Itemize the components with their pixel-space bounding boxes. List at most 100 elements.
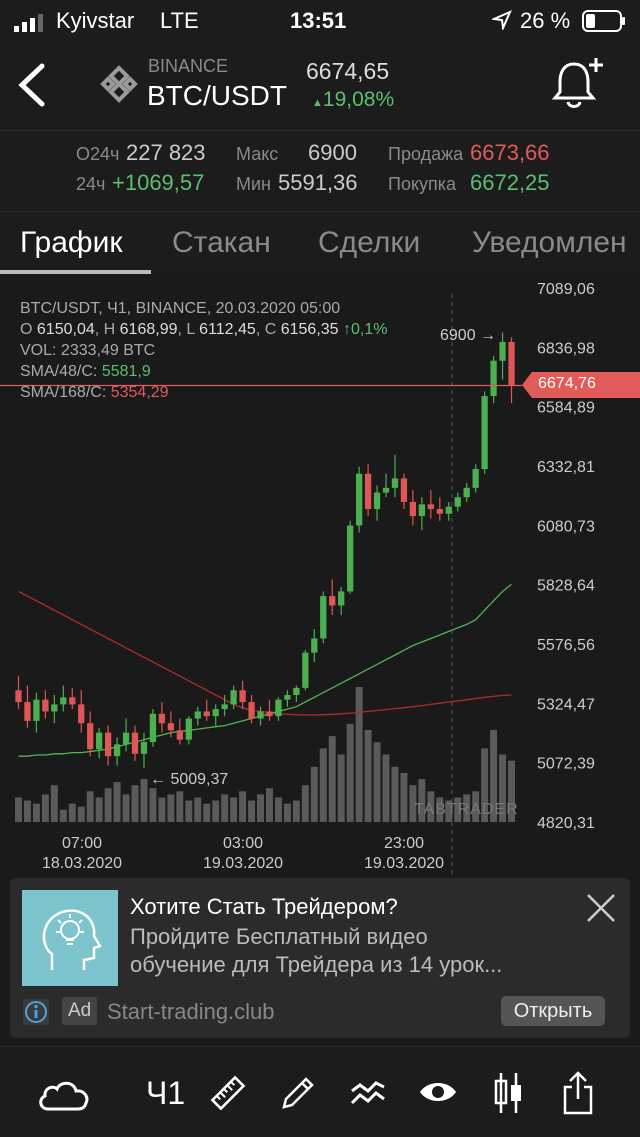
price-chart[interactable]: 7089,06 6836,98 6584,89 6332,81 6080,73 5828,… [0,274,640,874]
candle-body [113,744,121,757]
volume-bar [490,729,498,822]
candle-body [176,730,183,740]
volume-bar [230,797,238,822]
volume-bar [499,754,507,822]
x-tick-time: 07:00 [62,835,102,852]
pencil-icon[interactable] [280,1075,316,1116]
candle-body [364,473,372,510]
ad-banner[interactable]: Хотите Стать Трейдером? Пройдите Бесплат… [10,878,630,1038]
candle-body [131,732,139,754]
volume-bar [41,794,49,822]
volume-bar [59,809,67,822]
sma168-line: SMA/168/C: 5354,29 [20,384,169,401]
volume-bar [257,794,264,822]
ad-domain[interactable]: Start-trading.club [107,999,275,1024]
low-marker: ← 5009,37 [150,771,229,788]
close-icon[interactable] [585,892,617,929]
back-icon[interactable] [16,62,46,113]
candle-body [347,525,354,592]
candle-body [338,591,345,606]
candle-body [472,469,479,488]
ad-body-line2: обучение для Трейдера из 14 урок... [130,952,503,977]
tab-bar: График Стакан Сделки Уведомлен [0,212,640,274]
volume-bar [77,806,85,822]
volume-bar [86,791,94,822]
volume-bar [15,797,22,822]
candle-body [15,690,22,703]
ad-title[interactable]: Хотите Стать Трейдером? [130,894,398,919]
candle-body [185,718,192,740]
candle-body [158,713,166,724]
volume-bar [32,803,40,822]
buy-label: Покупка [388,174,457,194]
cloud-icon[interactable] [36,1077,90,1116]
ad-body-line1: Пройдите Бесплатный видео [130,924,428,949]
status-time: 13:51 [290,8,347,33]
volume-bar [212,800,220,822]
add-alert-bell-icon[interactable] [551,56,604,117]
ruler-icon[interactable] [210,1075,246,1116]
sma48-line: SMA/48/C: 5581,9 [20,363,151,380]
candlestick-chart[interactable]: 7089,06 6836,98 6584,89 6332,81 6080,73 5828,… [0,274,640,874]
volume-bar [221,794,229,822]
volume-bar [292,800,300,822]
candle-body [418,504,426,517]
candle-body [391,478,399,488]
ad-thumbnail[interactable] [22,890,118,986]
volume-bar [95,797,103,822]
interval-button[interactable]: Ч1 [146,1075,186,1111]
candle-body [293,687,300,695]
tab-trades[interactable]: Сделки [318,226,421,259]
candle-body [409,501,417,517]
chart-info-title: BTC/USDT, Ч1, BINANCE, 20.03.2020 05:00 [20,300,341,317]
candle-body [445,506,452,514]
location-icon [490,10,512,36]
tab-chart[interactable]: График [20,226,123,259]
ad-open-button[interactable]: Открыть [501,996,605,1026]
candle-body [42,699,49,712]
status-bar: Kyivstar LTE 13:51 26 % [0,0,640,40]
ohlc-line: O 6150,04, H 6168,99, L 6112,45, C 6156,… [20,321,388,338]
info-icon[interactable] [22,998,50,1031]
share-icon[interactable] [562,1071,594,1120]
volume-label: O24ч [76,144,120,164]
volume-bar [176,791,184,822]
volume-bar [266,788,273,822]
tab-alerts[interactable]: Уведомлен [472,226,627,259]
volume-bar [337,754,345,822]
sell-label: Продажа [388,144,464,164]
pair-title[interactable]: BTC/USDT [147,80,287,111]
candle-body [454,497,461,507]
carrier-label: Kyivstar [56,8,135,33]
indicators-icon[interactable] [350,1077,386,1114]
candle-body [481,396,488,470]
volume-bar [301,785,309,822]
volume-bar [194,797,202,822]
candle-body [122,732,130,745]
sell-value: 6673,66 [470,140,550,165]
candlestick-type-icon[interactable] [494,1071,524,1120]
candle-body [436,509,443,514]
x-tick-time: 23:00 [384,835,424,852]
buy-value: 6672,25 [470,170,550,195]
candle-body [212,709,219,717]
volume-bar [454,797,462,822]
y-tick-label: 5828,64 [537,578,595,595]
volume-bar [158,797,166,822]
y-tick-label: 6332,81 [537,459,595,476]
active-tab-indicator [0,270,151,274]
x-tick-date: 18.03.2020 [42,855,122,872]
eye-icon[interactable] [418,1079,458,1110]
sma168-line [18,590,512,716]
volume-bar [283,803,291,822]
volume-bar [472,791,480,822]
network-label: LTE [160,8,199,33]
volume-bar [50,785,58,822]
y-tick-label: 4820,31 [537,815,595,832]
volume-bar [346,723,354,822]
tab-order-book[interactable]: Стакан [172,226,271,259]
volume-bar [104,788,112,822]
candle-body [96,732,103,750]
volume-bar [68,803,76,822]
volume-bar [319,748,327,822]
